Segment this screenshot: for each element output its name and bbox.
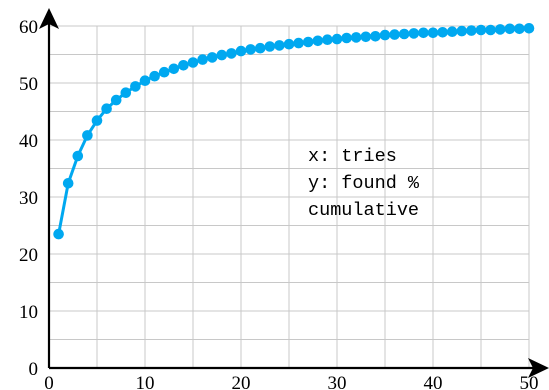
y-tick-label: 60 — [19, 17, 38, 38]
data-point — [418, 27, 429, 39]
data-point — [264, 41, 276, 52]
axes — [39, 8, 549, 378]
data-point — [53, 228, 64, 240]
x-tick-label: 20 — [232, 373, 251, 390]
data-point — [302, 36, 314, 48]
data-point — [72, 150, 84, 162]
data-point — [466, 25, 477, 36]
annotation-line-2: y: found % — [308, 173, 420, 194]
y-tick-label: 40 — [19, 131, 38, 152]
y-axis-arrow — [39, 8, 59, 29]
data-point — [120, 87, 132, 98]
data-point — [91, 115, 103, 126]
annotation: x: tries y: found % cumulative — [308, 146, 420, 221]
data-point — [331, 33, 343, 45]
x-tick-label: 50 — [520, 373, 539, 390]
data-point — [235, 45, 247, 57]
data-point — [456, 25, 468, 37]
grid — [49, 25, 530, 368]
x-axis-arrow — [528, 358, 549, 378]
series-layer — [53, 23, 535, 240]
data-point — [350, 32, 362, 43]
data-point — [168, 63, 180, 75]
data-point — [283, 38, 295, 50]
data-point — [475, 24, 487, 36]
data-point — [427, 27, 439, 39]
y-tick-label: 30 — [19, 188, 38, 209]
data-point — [245, 44, 256, 55]
data-point — [312, 35, 324, 47]
data-point — [408, 28, 420, 39]
data-point — [446, 26, 458, 37]
data-point — [437, 27, 448, 38]
data-point — [178, 60, 189, 71]
data-point — [322, 34, 333, 45]
data-point — [130, 81, 141, 92]
data-point — [398, 28, 410, 40]
x-tick-label: 0 — [44, 373, 54, 390]
y-tick-labels: 0 10 20 30 40 50 60 — [19, 17, 38, 380]
data-point — [274, 40, 285, 51]
annotation-line-3: cumulative — [308, 200, 419, 221]
data-point — [494, 24, 506, 35]
data-point — [62, 178, 74, 189]
x-tick-label: 30 — [328, 373, 347, 390]
x-tick-label: 40 — [424, 373, 443, 390]
data-point — [139, 75, 151, 86]
annotation-line-1: x: tries — [308, 146, 397, 167]
data-point — [341, 32, 352, 44]
data-point — [379, 29, 391, 41]
data-point — [101, 103, 112, 114]
series-line — [57, 26, 530, 235]
data-point — [206, 52, 218, 63]
data-point — [110, 94, 122, 106]
x-tick-label: 10 — [136, 373, 155, 390]
data-point — [187, 57, 199, 68]
data-point — [149, 70, 160, 82]
x-tick-labels: 0 10 20 30 40 50 — [44, 373, 538, 390]
y-tick-label: 20 — [19, 245, 38, 266]
data-point — [485, 24, 496, 36]
data-point — [197, 54, 208, 65]
data-point — [216, 49, 228, 61]
data-point — [523, 23, 535, 34]
y-tick-label: 10 — [19, 302, 38, 323]
data-point — [254, 42, 266, 54]
y-tick-label: 50 — [19, 74, 38, 95]
data-point — [514, 23, 525, 35]
data-point — [293, 37, 304, 49]
data-point — [360, 31, 372, 43]
data-point — [504, 23, 516, 35]
data-point — [370, 31, 381, 42]
data-point — [389, 29, 400, 40]
data-point — [82, 130, 93, 141]
data-point — [226, 48, 237, 59]
y-tick-label: 0 — [29, 359, 39, 380]
data-point — [158, 66, 170, 78]
